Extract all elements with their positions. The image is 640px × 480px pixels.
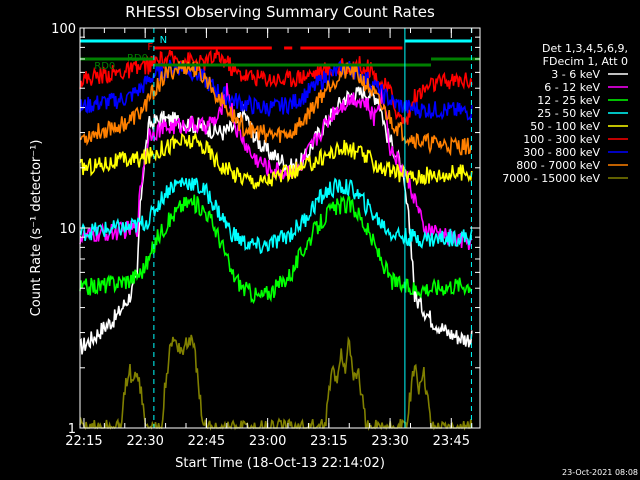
legend-label-3: 12 - 25 keV — [537, 94, 600, 107]
legend-label-7: 300 - 800 keV — [523, 146, 600, 159]
legend-label-1: 3 - 6 keV — [551, 68, 600, 81]
legend-label-9: 7000 - 15000 keV — [502, 172, 600, 185]
legend-label-2: 6 - 12 keV — [544, 81, 600, 94]
series-line-8 — [79, 60, 472, 157]
x-tick-label-1: 22:15 — [65, 434, 102, 449]
flag-annotation-2: F — [147, 42, 153, 53]
series-line-1 — [79, 86, 473, 355]
axes-group: 1 10 100 22:15 22:30 22:45 23:00 23:15 23:30 23:4… — [51, 22, 481, 449]
series-line-3 — [79, 194, 473, 305]
legend-label-6: 100 - 300 keV — [523, 133, 600, 146]
series-line-9 — [79, 334, 473, 431]
series-line-4 — [79, 177, 473, 255]
legend-label-4: 25 - 50 keV — [537, 107, 600, 120]
x-tick-label-6: 23:30 — [371, 434, 408, 449]
flag-annotation-4: RD0 — [127, 53, 148, 64]
y-tick-label-1: 1 — [68, 422, 76, 437]
flag-annotation-1: N — [160, 35, 167, 46]
x-tick-label-4: 23:00 — [249, 434, 286, 449]
legend-header-line-2: FDecim 1, Att 0 — [543, 55, 628, 68]
x-tick-label-3: 22:45 — [188, 434, 225, 449]
y-tick-label-2: 10 — [59, 222, 76, 237]
series-line-7 — [79, 59, 473, 121]
generation-timestamp: 23-Oct-2021 08:08 — [562, 468, 638, 477]
chart-title: RHESSI Observing Summary Count Rates — [125, 3, 435, 21]
series-line-6 — [79, 48, 473, 125]
legend-label-5: 50 - 100 keV — [530, 120, 600, 133]
x-axis-label: Start Time (18-Oct-13 22:14:02) — [175, 456, 385, 471]
legend-label-8: 800 - 7000 keV — [516, 159, 600, 172]
x-tick-label-7: 23:45 — [433, 434, 470, 449]
flag-annotation-3: RD0 — [94, 61, 115, 72]
series-line-5 — [79, 132, 473, 190]
y-axis-label: Count Rate (s⁻¹ detector⁻¹) — [29, 140, 44, 317]
legend-header-line-1: Det 1,3,4,5,6,9, — [542, 42, 628, 55]
y-tick-label-3: 100 — [51, 22, 76, 37]
data-series-group — [79, 48, 473, 431]
x-tick-label-2: 22:30 — [126, 434, 163, 449]
x-tick-label-5: 23:15 — [310, 434, 347, 449]
